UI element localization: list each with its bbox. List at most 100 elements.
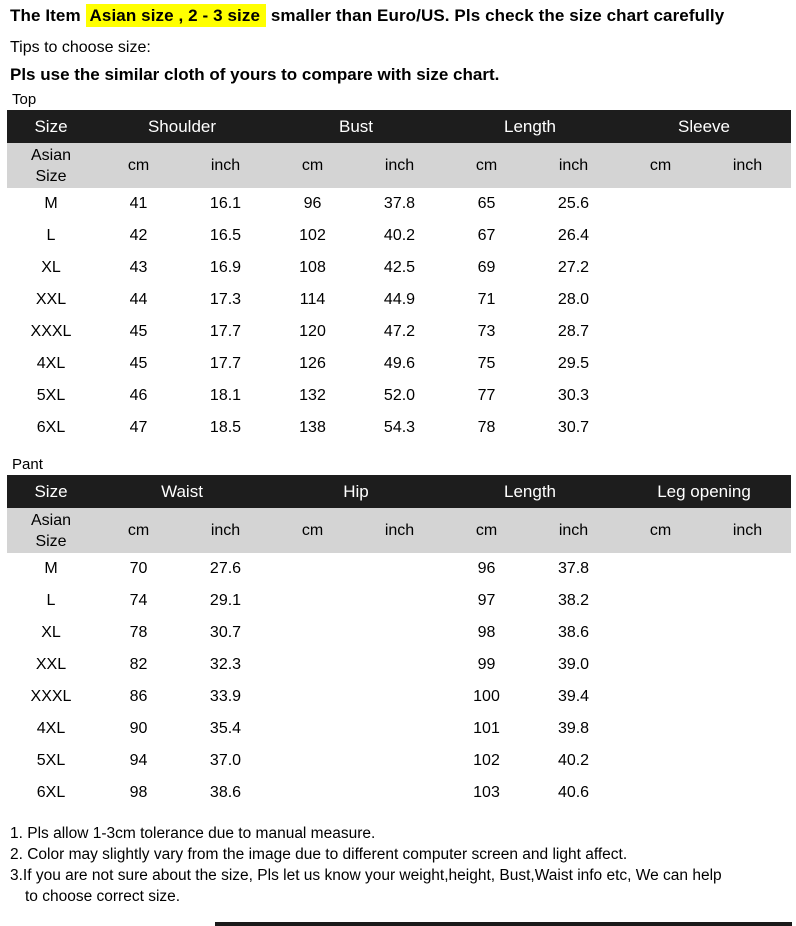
- value-cell: 102: [443, 745, 531, 777]
- value-cell: [356, 745, 444, 777]
- value-cell: 17.7: [182, 348, 269, 380]
- column-header-leg-opening: Leg opening: [617, 475, 792, 508]
- advice-line: Pls use the similar cloth of yours to co…: [10, 65, 500, 84]
- value-cell: 39.8: [530, 713, 618, 745]
- value-cell: 40.2: [356, 220, 443, 252]
- value-cell: [704, 348, 792, 380]
- pant-size-table: Size Waist Hip Length Leg opening Asian …: [7, 475, 792, 809]
- value-cell: 42.5: [356, 252, 443, 284]
- value-cell: 47: [95, 412, 182, 444]
- value-cell: [617, 617, 705, 649]
- value-cell: 39.4: [530, 681, 618, 713]
- size-cell: M: [7, 553, 95, 585]
- size-cell: L: [7, 585, 95, 617]
- value-cell: 38.2: [530, 585, 618, 617]
- unit-header-cm: cm: [269, 508, 356, 553]
- size-cell: 6XL: [7, 777, 95, 809]
- tips-line: Tips to choose size:: [10, 39, 151, 56]
- top-group-header-row: Size Shoulder Bust Length Sleeve: [7, 110, 792, 143]
- value-cell: 126: [269, 348, 356, 380]
- value-cell: 27.6: [182, 553, 269, 585]
- value-cell: 40.2: [530, 745, 618, 777]
- unit-header-inch: inch: [530, 143, 617, 188]
- value-cell: [704, 713, 792, 745]
- note-line: to choose correct size.: [25, 888, 181, 905]
- value-cell: 114: [269, 284, 356, 316]
- value-cell: [617, 649, 705, 681]
- table-row: XXXL 86 33.9 100 39.4: [7, 681, 792, 713]
- table-row: XL 78 30.7 98 38.6: [7, 617, 792, 649]
- value-cell: 16.1: [182, 188, 269, 220]
- pant-group-header-row: Size Waist Hip Length Leg opening: [7, 475, 792, 508]
- value-cell: 71: [443, 284, 530, 316]
- value-cell: [617, 553, 705, 585]
- table-row: 6XL 98 38.6 103 40.6: [7, 777, 792, 809]
- value-cell: 33.9: [182, 681, 269, 713]
- size-cell: XXXL: [7, 316, 95, 348]
- value-cell: 82: [95, 649, 182, 681]
- table-row: 4XL 90 35.4 101 39.8: [7, 713, 792, 745]
- pant-unit-header-row: Asian Size cm inch cm inch cm inch cm in…: [7, 508, 792, 553]
- value-cell: [269, 713, 356, 745]
- value-cell: 65: [443, 188, 530, 220]
- unit-header-cm: cm: [95, 143, 182, 188]
- value-cell: 18.1: [182, 380, 269, 412]
- value-cell: [617, 220, 704, 252]
- value-cell: 73: [443, 316, 530, 348]
- column-header-bust: Bust: [269, 110, 443, 143]
- size-cell: 4XL: [7, 348, 95, 380]
- title-prefix: The Item: [10, 6, 86, 25]
- table-row: 5XL 46 18.1 132 52.0 77 30.3: [7, 380, 792, 412]
- value-cell: 108: [269, 252, 356, 284]
- value-cell: [356, 777, 444, 809]
- value-cell: 17.7: [182, 316, 269, 348]
- value-cell: 37.8: [356, 188, 443, 220]
- value-cell: 98: [95, 777, 182, 809]
- asian-size-header: Asian Size: [7, 143, 95, 188]
- value-cell: 78: [95, 617, 182, 649]
- value-cell: 38.6: [182, 777, 269, 809]
- unit-header-inch: inch: [356, 508, 444, 553]
- value-cell: [704, 220, 792, 252]
- value-cell: [617, 348, 704, 380]
- size-cell: XXL: [7, 284, 95, 316]
- value-cell: [356, 585, 444, 617]
- value-cell: 35.4: [182, 713, 269, 745]
- value-cell: [356, 617, 444, 649]
- value-cell: 29.5: [530, 348, 617, 380]
- value-cell: 25.6: [530, 188, 617, 220]
- value-cell: [704, 412, 792, 444]
- value-cell: [704, 649, 792, 681]
- value-cell: 74: [95, 585, 182, 617]
- value-cell: [617, 777, 705, 809]
- value-cell: [704, 617, 792, 649]
- note-line: 1. Pls allow 1-3cm tolerance due to manu…: [10, 825, 376, 842]
- value-cell: [617, 316, 704, 348]
- value-cell: [704, 585, 792, 617]
- value-cell: 77: [443, 380, 530, 412]
- value-cell: 26.4: [530, 220, 617, 252]
- size-cell: XL: [7, 617, 95, 649]
- column-header-shoulder: Shoulder: [95, 110, 269, 143]
- value-cell: [704, 745, 792, 777]
- value-cell: [704, 316, 792, 348]
- value-cell: 96: [443, 553, 531, 585]
- asian-size-header: Asian Size: [7, 508, 95, 553]
- size-cell: 6XL: [7, 412, 95, 444]
- column-header-length: Length: [443, 110, 617, 143]
- value-cell: 44.9: [356, 284, 443, 316]
- cropped-next-table-edge: [215, 922, 792, 926]
- value-cell: 16.5: [182, 220, 269, 252]
- table-row: M 41 16.1 96 37.8 65 25.6: [7, 188, 792, 220]
- value-cell: 42: [95, 220, 182, 252]
- table-row: 6XL 47 18.5 138 54.3 78 30.7: [7, 412, 792, 444]
- value-cell: [617, 284, 704, 316]
- value-cell: [617, 252, 704, 284]
- value-cell: 132: [269, 380, 356, 412]
- value-cell: 94: [95, 745, 182, 777]
- size-cell: 4XL: [7, 713, 95, 745]
- value-cell: 86: [95, 681, 182, 713]
- note-line: 3.If you are not sure about the size, Pl…: [10, 867, 722, 884]
- value-cell: 96: [269, 188, 356, 220]
- table-row: XL 43 16.9 108 42.5 69 27.2: [7, 252, 792, 284]
